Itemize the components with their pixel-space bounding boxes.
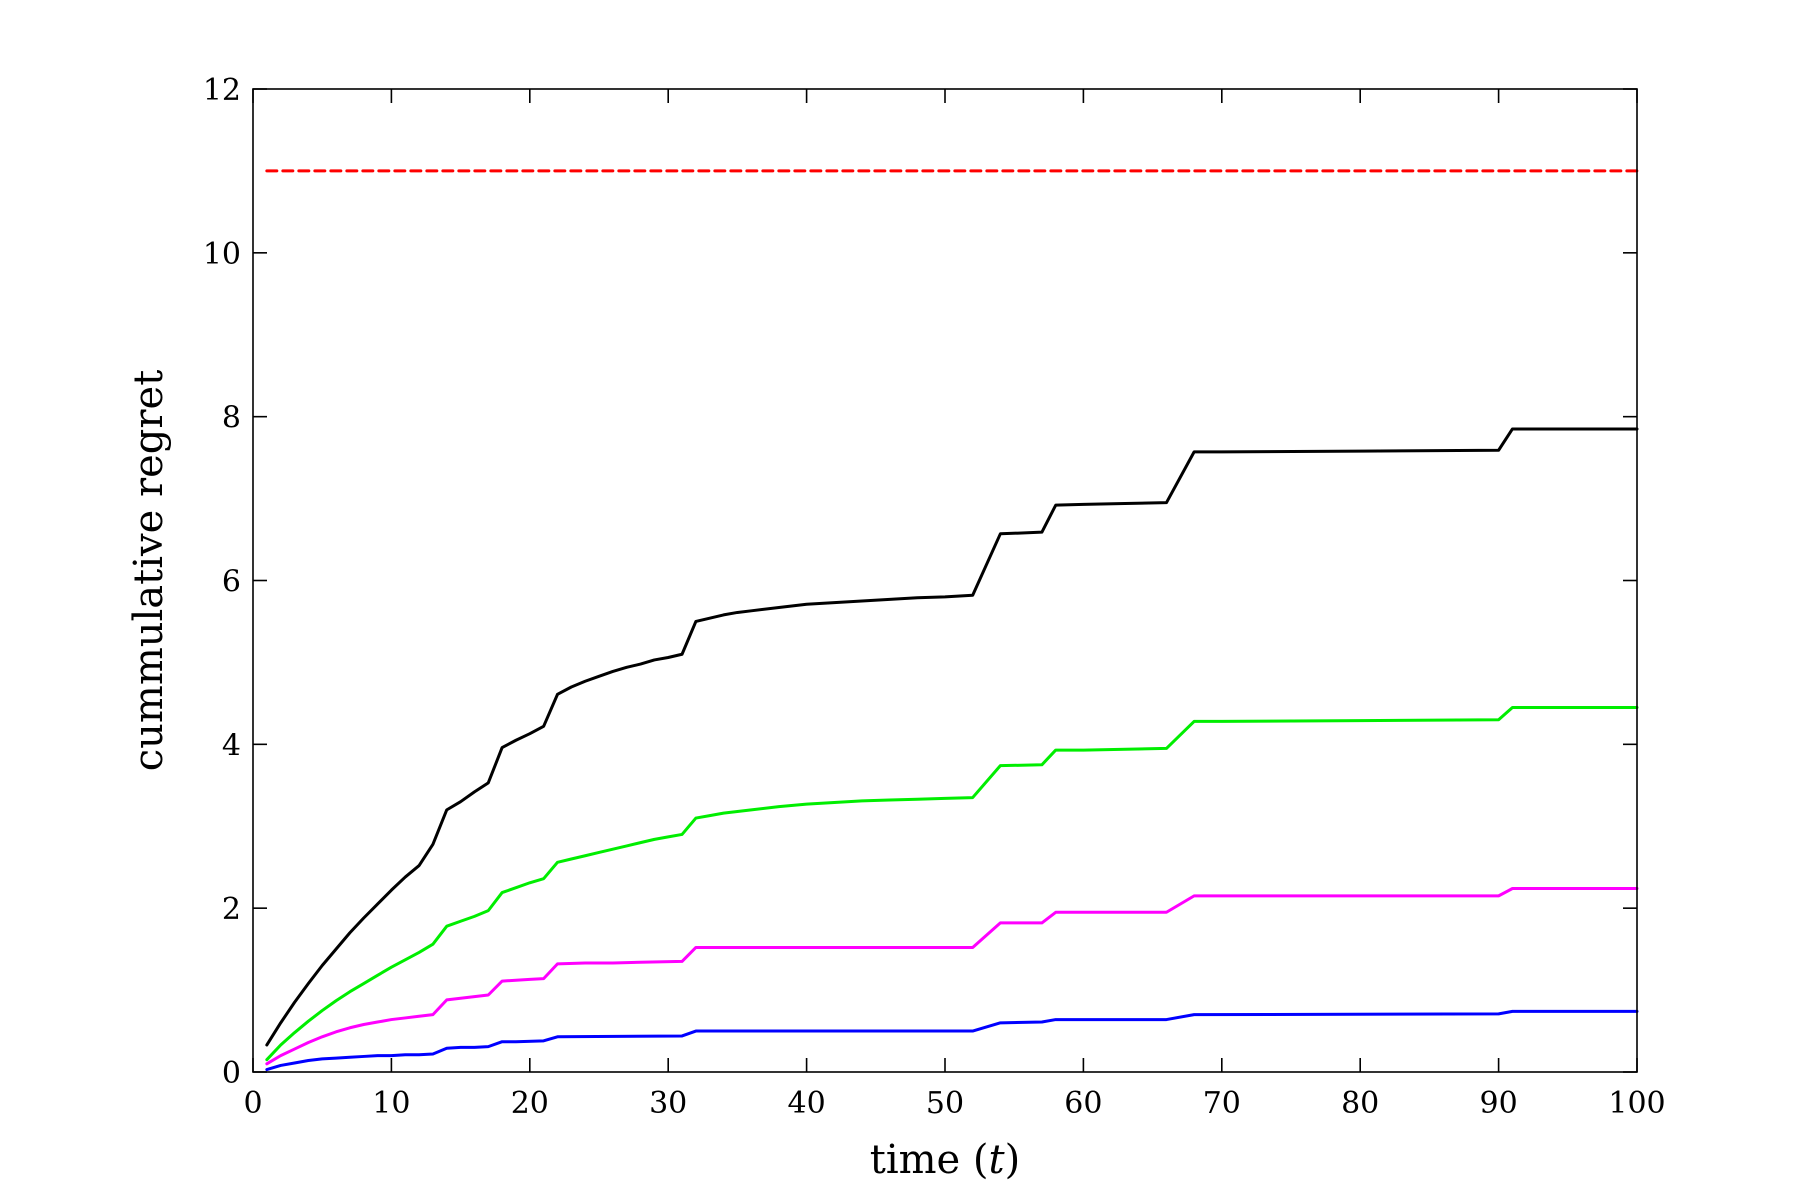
y-tick-label-1: 2 [222,892,241,927]
plot-frame [252,88,1638,1073]
x-tick-label-8: 80 [1341,1086,1379,1121]
y-tick-label-3: 6 [222,565,241,600]
series-line-1 [265,427,1639,1047]
x-tick-label-10: 100 [1608,1086,1665,1121]
series-group [265,169,1639,1072]
x-tick-label-0: 0 [243,1086,262,1121]
x-tick-label-3: 30 [649,1086,687,1121]
y-tick-label-5: 10 [203,237,241,272]
x-tick-label-1: 10 [372,1086,410,1121]
series-line-2 [265,705,1639,1062]
y-tick-label-2: 4 [222,728,241,763]
x-axis-label: time (t) [870,1137,1020,1183]
y-axis-label: cummulative regret [126,370,172,772]
y-tick-label-6: 12 [203,73,241,108]
x-tick-label-7: 70 [1203,1086,1241,1121]
axis-tick-labels: 0 10 20 30 40 50 60 70 80 90 100 0 2 4 6 8 10 12 [203,73,1666,1121]
x-tick-label-5: 50 [926,1086,964,1121]
series-line-4 [265,1009,1639,1072]
x-tick-label-9: 90 [1480,1086,1518,1121]
y-tick-label-4: 8 [222,401,241,436]
x-tick-label-2: 20 [511,1086,549,1121]
x-tick-label-4: 40 [788,1086,826,1121]
y-tick-label-0: 0 [222,1056,241,1091]
series-line-3 [265,887,1639,1066]
x-tick-label-6: 60 [1064,1086,1102,1121]
